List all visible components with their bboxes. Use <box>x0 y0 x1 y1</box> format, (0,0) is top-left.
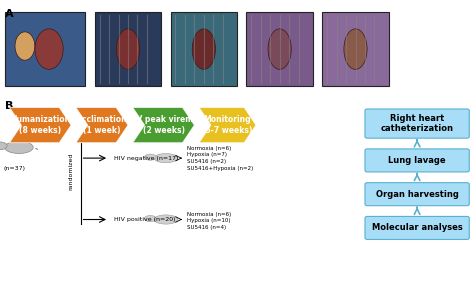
Text: randomized: randomized <box>69 153 73 190</box>
Polygon shape <box>76 107 128 143</box>
Text: Molecular analyses: Molecular analyses <box>372 223 463 232</box>
Ellipse shape <box>344 29 367 69</box>
Text: HIV positive (n=20): HIV positive (n=20) <box>114 217 175 222</box>
Text: HIV negative (n=17): HIV negative (n=17) <box>114 156 178 161</box>
Polygon shape <box>133 107 194 143</box>
Ellipse shape <box>5 141 33 154</box>
Text: Normoxia (n=6)
Hypoxia (n=10)
SU5416 (n=4): Normoxia (n=6) Hypoxia (n=10) SU5416 (n=… <box>187 212 231 230</box>
Ellipse shape <box>154 215 178 224</box>
FancyBboxPatch shape <box>322 12 389 86</box>
Ellipse shape <box>268 29 291 69</box>
Text: Acclimation
(1 week): Acclimation (1 week) <box>77 115 127 135</box>
Ellipse shape <box>0 142 7 150</box>
FancyBboxPatch shape <box>365 216 469 239</box>
Ellipse shape <box>192 29 215 69</box>
Polygon shape <box>199 107 256 143</box>
Ellipse shape <box>144 154 156 160</box>
Text: (n=37): (n=37) <box>3 166 25 171</box>
Ellipse shape <box>117 29 140 69</box>
Text: Right heart
catheterization: Right heart catheterization <box>381 114 454 133</box>
Text: Lung lavage: Lung lavage <box>388 156 446 165</box>
Polygon shape <box>9 107 71 143</box>
FancyBboxPatch shape <box>246 12 313 86</box>
Text: Organ harvesting: Organ harvesting <box>376 190 458 199</box>
FancyBboxPatch shape <box>171 12 237 86</box>
Ellipse shape <box>154 154 178 163</box>
Text: Monitoring
(5-7 weeks): Monitoring (5-7 weeks) <box>202 115 253 135</box>
Ellipse shape <box>35 29 63 69</box>
FancyBboxPatch shape <box>365 149 469 172</box>
FancyBboxPatch shape <box>95 12 161 86</box>
Text: Humanization
(8 weeks): Humanization (8 weeks) <box>10 115 70 135</box>
FancyBboxPatch shape <box>365 109 469 138</box>
Text: A: A <box>5 9 13 19</box>
Text: HIV peak viremia
(2 weeks): HIV peak viremia (2 weeks) <box>127 115 201 135</box>
Ellipse shape <box>144 216 156 222</box>
Text: B: B <box>5 101 13 111</box>
Text: Normoxia (n=6)
Hypoxia (n=7)
SU5416 (n=2)
SU5416+Hypoxia (n=2): Normoxia (n=6) Hypoxia (n=7) SU5416 (n=2… <box>187 146 254 171</box>
Ellipse shape <box>15 32 35 60</box>
FancyBboxPatch shape <box>5 12 85 86</box>
FancyBboxPatch shape <box>365 183 469 206</box>
